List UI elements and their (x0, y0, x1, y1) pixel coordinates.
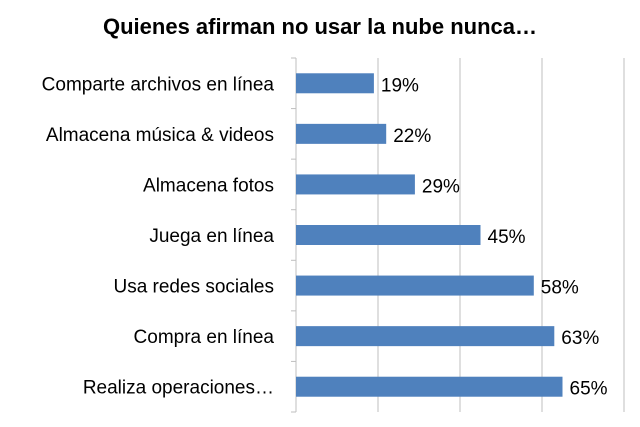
bar-1 (296, 73, 374, 94)
bar-5 (296, 275, 534, 296)
bar-4 (296, 225, 481, 245)
bar-3 (296, 174, 415, 195)
chart-title: Quienes afirman no usar la nube nunca… (103, 14, 537, 39)
bar-7 (296, 376, 563, 397)
value-label-2: 22% (393, 126, 431, 147)
category-label-1: Comparte archivos en línea (42, 74, 275, 95)
value-label-5: 58% (541, 278, 579, 299)
category-label-6: Compra en línea (134, 327, 275, 348)
value-label-4: 45% (488, 227, 526, 248)
bars-layer (296, 73, 563, 397)
labels-layer: Comparte archivos en línea 19% Almacena mú… (42, 74, 608, 399)
category-label-4: Juega en línea (149, 226, 274, 247)
category-label-3: Almacena fotos (143, 175, 274, 196)
bar-6 (296, 326, 555, 347)
category-label-7: Realiza operaciones… (83, 378, 274, 399)
category-label-2: Almacena música & videos (46, 125, 274, 146)
value-label-1: 19% (381, 75, 419, 96)
value-label-6: 63% (561, 328, 599, 349)
bar-2 (296, 123, 387, 144)
value-label-3: 29% (422, 176, 460, 197)
category-label-5: Usa redes sociales (113, 277, 274, 298)
value-label-7: 65% (570, 379, 608, 400)
